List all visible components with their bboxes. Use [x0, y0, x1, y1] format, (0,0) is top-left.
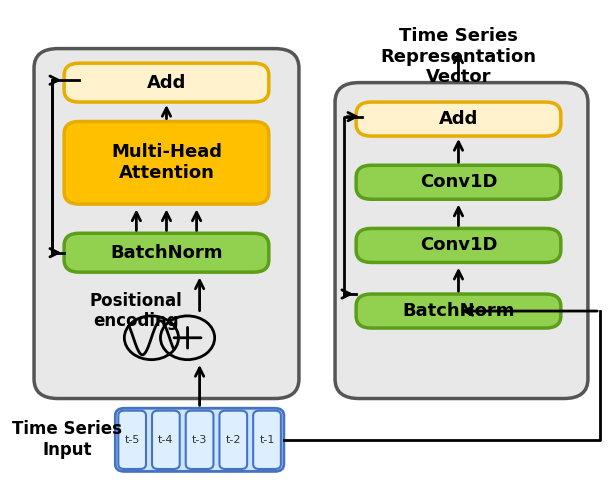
- Text: t-1: t-1: [259, 435, 275, 445]
- FancyBboxPatch shape: [356, 228, 561, 262]
- FancyBboxPatch shape: [64, 233, 269, 272]
- Text: t-5: t-5: [124, 435, 140, 445]
- FancyBboxPatch shape: [34, 49, 299, 399]
- Text: Positional
encoding: Positional encoding: [90, 292, 183, 330]
- FancyBboxPatch shape: [115, 408, 284, 471]
- Text: Add: Add: [147, 73, 186, 92]
- Text: Time Series
Representation
Vector: Time Series Representation Vector: [381, 27, 537, 87]
- FancyBboxPatch shape: [356, 294, 561, 328]
- Text: t-4: t-4: [158, 435, 174, 445]
- Text: BatchNorm: BatchNorm: [402, 302, 515, 320]
- FancyBboxPatch shape: [118, 411, 146, 469]
- FancyBboxPatch shape: [253, 411, 281, 469]
- FancyBboxPatch shape: [64, 63, 269, 102]
- FancyBboxPatch shape: [356, 165, 561, 199]
- FancyBboxPatch shape: [220, 411, 247, 469]
- Text: Conv1D: Conv1D: [420, 236, 497, 255]
- Text: Time Series
Input: Time Series Input: [12, 420, 122, 459]
- FancyBboxPatch shape: [356, 102, 561, 136]
- Text: Add: Add: [439, 110, 478, 128]
- FancyBboxPatch shape: [186, 411, 214, 469]
- Text: t-3: t-3: [192, 435, 207, 445]
- FancyBboxPatch shape: [152, 411, 180, 469]
- FancyBboxPatch shape: [64, 122, 269, 204]
- Text: Multi-Head
Attention: Multi-Head Attention: [111, 143, 222, 182]
- Text: Conv1D: Conv1D: [420, 173, 497, 191]
- Text: BatchNorm: BatchNorm: [110, 243, 223, 262]
- FancyBboxPatch shape: [335, 83, 588, 399]
- Text: t-2: t-2: [226, 435, 241, 445]
